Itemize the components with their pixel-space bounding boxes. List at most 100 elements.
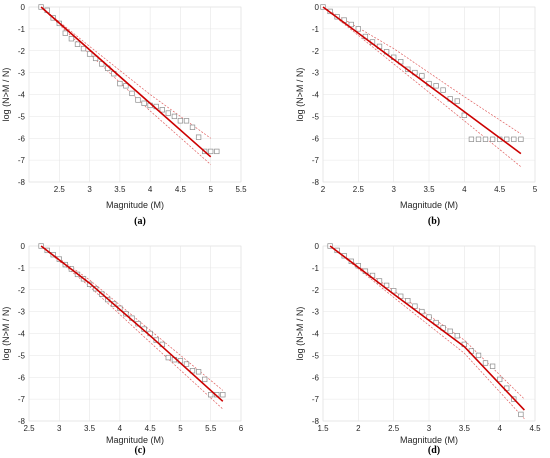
y-tick-label: -8 <box>18 178 26 187</box>
observed-point <box>447 328 453 334</box>
observed-point <box>355 26 361 32</box>
observed-point <box>62 30 68 36</box>
x-tick-label: 4 <box>118 424 123 433</box>
observed-point <box>461 112 467 118</box>
x-tick-label: 4.5 <box>494 185 506 194</box>
observed-point <box>183 118 190 124</box>
x-tick-label: 4.5 <box>529 424 541 433</box>
x-tick-label: 5.5 <box>235 185 247 194</box>
observed-point <box>482 136 489 142</box>
x-tick-label: 3 <box>87 185 92 194</box>
observed-point <box>412 303 418 309</box>
observed-point <box>475 352 482 359</box>
observed-point <box>220 392 226 398</box>
y-tick-label: 0 <box>21 242 26 251</box>
observed-point <box>489 136 496 142</box>
observed-point <box>482 360 489 366</box>
observed-point <box>454 333 460 339</box>
observed-point <box>99 61 105 67</box>
y-axis-label: log (N>M / N) <box>1 307 11 361</box>
y-tick-label: -5 <box>18 351 26 360</box>
x-axis-label: Magnitude (M) <box>106 200 164 210</box>
y-tick-label: -1 <box>18 264 26 273</box>
panel-a: 2.5 3 3.5 4 4.5 5 5.5 0 -1 -2 -3 -4 -5 -6 -7 -8 Magnitud… <box>1 3 247 227</box>
panel-b: 2 2.5 3 3.5 4 4.5 5 0 -1 -2 -3 -4 -5 -6 -7 -8 Magnitude … <box>295 3 538 227</box>
observed-point <box>433 83 439 89</box>
x-axis-label: Magnitude (M) <box>400 435 458 445</box>
observed-point <box>497 376 503 383</box>
observed-point <box>518 136 524 142</box>
panel-caption: (b) <box>428 216 440 227</box>
x-axis-label: Magnitude (M) <box>106 435 164 445</box>
observed-point <box>440 87 446 93</box>
confidence-band-lower <box>322 6 522 167</box>
y-axis-label: log (N>M / N) <box>1 68 11 122</box>
x-tick-label: 2.5 <box>23 424 35 433</box>
y-tick-label: -6 <box>18 373 26 382</box>
observed-point <box>165 110 171 116</box>
x-tick-label: 3 <box>57 424 62 433</box>
y-tick-label: -6 <box>312 373 320 382</box>
observed-point <box>419 73 425 79</box>
y-tick-label: -8 <box>18 417 26 426</box>
y-axis-label: log (N>M / N) <box>295 307 305 361</box>
y-tick-label: -5 <box>312 351 320 360</box>
x-tick-label: 5 <box>178 424 183 433</box>
y-tick-label: -7 <box>18 156 26 165</box>
y-tick-label: -3 <box>312 69 320 78</box>
x-tick-label: 3 <box>391 185 396 194</box>
confidence-band-upper <box>322 6 522 135</box>
observed-point <box>141 100 147 106</box>
observed-point <box>171 113 178 120</box>
y-tick-label: -6 <box>312 134 320 143</box>
x-tick-label: 3.5 <box>114 185 126 194</box>
fit-line <box>329 245 525 411</box>
y-tick-label: -5 <box>312 112 320 121</box>
observed-point <box>74 41 81 47</box>
observed-point <box>475 136 482 142</box>
y-tick-label: -4 <box>312 91 320 100</box>
panel-caption: (d) <box>428 445 440 456</box>
observed-point <box>195 369 202 375</box>
x-tick-label: 2 <box>356 424 361 433</box>
y-tick-label: -7 <box>18 395 26 404</box>
y-tick-label: -6 <box>18 134 26 143</box>
fit-line <box>322 6 522 155</box>
observed-point <box>511 136 517 142</box>
x-tick-label: 5 <box>208 185 213 194</box>
y-tick-label: -8 <box>312 417 320 426</box>
y-tick-label: -2 <box>18 47 26 56</box>
x-tick-label: 5 <box>533 185 538 194</box>
fit-line <box>40 245 224 402</box>
x-tick-label: 2.5 <box>54 185 66 194</box>
y-tick-label: -2 <box>312 286 320 295</box>
panel-d: 1.5 2 2.5 3 3.5 4 4.5 0 -1 -2 -3 -4 -5 -6 -7 -8 Magnitud… <box>295 242 541 456</box>
observed-point <box>135 97 141 103</box>
y-tick-label: -2 <box>18 286 26 295</box>
x-tick-label: 1.5 <box>317 424 329 433</box>
observed-point <box>208 392 214 398</box>
observed-point <box>383 282 390 289</box>
x-tick-label: 4.5 <box>175 185 187 194</box>
y-tick-label: -4 <box>18 330 26 339</box>
y-tick-label: -4 <box>18 91 26 100</box>
x-tick-label: 6 <box>239 424 244 433</box>
x-tick-label: 4 <box>148 185 153 194</box>
observed-point <box>177 118 184 124</box>
observed-point <box>454 98 460 104</box>
observed-point <box>405 298 411 304</box>
x-tick-label: 2 <box>321 185 326 194</box>
observed-point <box>117 80 123 87</box>
x-tick-label: 3 <box>427 424 432 433</box>
observed-point <box>327 243 333 249</box>
observed-point <box>80 45 87 52</box>
y-tick-label: -7 <box>312 156 320 165</box>
observed-point <box>348 21 354 28</box>
y-tick-label: -5 <box>18 112 26 121</box>
y-tick-label: -7 <box>312 395 320 404</box>
x-tick-label: 4 <box>497 424 502 433</box>
observed-point <box>504 136 510 142</box>
observed-point <box>468 136 475 142</box>
panel-caption: (a) <box>134 216 146 227</box>
